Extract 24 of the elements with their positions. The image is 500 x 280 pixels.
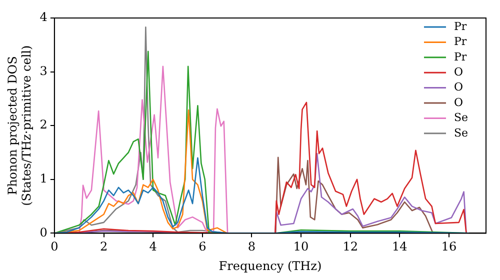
legend-label: O	[454, 96, 464, 109]
x-axis-title: Frequency (THz)	[218, 258, 322, 273]
legend-label: O	[454, 65, 464, 78]
y-tick-label: 4	[40, 10, 48, 24]
x-tick-label: 0	[50, 240, 58, 254]
legend-label: Se	[454, 126, 468, 140]
x-tick-label: 8	[248, 240, 256, 254]
y-tick-label: 1	[40, 172, 48, 186]
x-tick-label: 4	[149, 240, 158, 254]
x-tick-label: 2	[100, 240, 108, 254]
legend-label: Pr	[454, 20, 468, 33]
legend-label: Pr	[454, 35, 468, 48]
legend-label: Pr	[454, 50, 468, 64]
x-tick-label: 10	[293, 240, 309, 254]
y-tick-label: 0	[40, 225, 48, 240]
y-tick-label: 2	[40, 118, 48, 132]
legend-label: O	[454, 80, 464, 94]
y-axis-title: Phonon projected DOS (States/THz·primitive cell)	[5, 45, 34, 206]
legend-label: Se	[454, 111, 468, 124]
y-tick-label: 3	[40, 64, 48, 78]
x-tick-label: 12	[342, 240, 358, 254]
x-tick-label: 16	[441, 240, 457, 254]
x-tick-label: 6	[198, 240, 206, 254]
x-tick-label: 14	[392, 240, 408, 254]
